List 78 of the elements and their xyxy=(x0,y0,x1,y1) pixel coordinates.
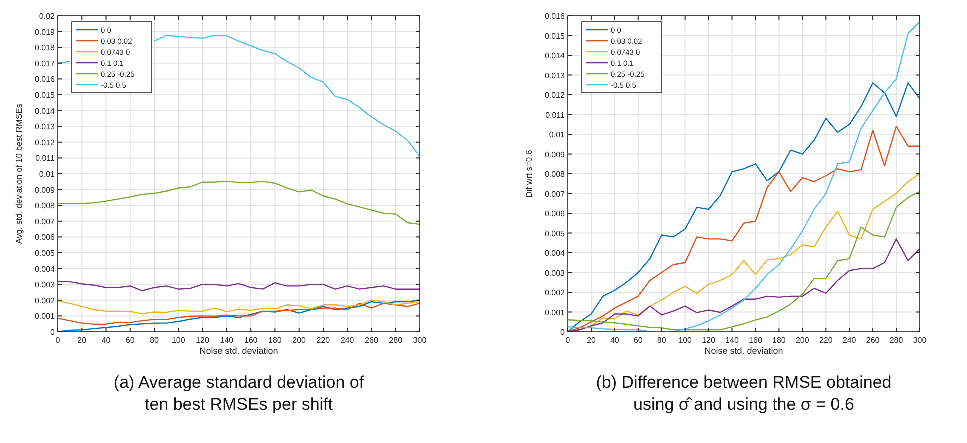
x-tick-label: 180 xyxy=(268,336,282,345)
y-tick-label: 0.014 xyxy=(34,106,56,116)
y-tick-label: 0.015 xyxy=(34,91,56,100)
y-tick-label: 0.003 xyxy=(34,280,56,290)
y-tick-label: 0.003 xyxy=(544,268,566,278)
y-tick-label: 0.005 xyxy=(34,249,56,258)
x-tick-label: 20 xyxy=(78,336,88,345)
y-tick-label: 0.014 xyxy=(544,52,566,60)
x-tick-label: 300 xyxy=(413,336,428,345)
x-tick-label: 200 xyxy=(292,336,307,345)
x-tick-label: 120 xyxy=(702,336,716,345)
y-tick-label: 0.004 xyxy=(544,249,566,258)
x-tick-label: 80 xyxy=(657,336,667,345)
y-tick-label: 0.016 xyxy=(34,75,56,84)
x-tick-label: 260 xyxy=(365,336,379,345)
x-tick-label: 140 xyxy=(726,336,740,345)
x-tick-label: 260 xyxy=(866,336,880,345)
x-tick-label: 180 xyxy=(772,336,786,345)
y-tick-label: 0.02 xyxy=(39,12,56,21)
line-series xyxy=(57,302,421,326)
y-tick-label: 0 xyxy=(50,328,56,337)
x-tick-label: 300 xyxy=(913,336,928,345)
y-tick-label: 0.012 xyxy=(34,138,56,148)
y-tick-label: 0.018 xyxy=(34,44,56,53)
x-tick-label: 100 xyxy=(678,336,693,345)
y-tick-label: 0.006 xyxy=(544,210,566,218)
line-series xyxy=(57,180,421,226)
y-tick-label: 0.016 xyxy=(544,12,566,21)
line-series xyxy=(57,280,421,292)
x-tick-label: 60 xyxy=(634,336,644,345)
x-tick-label: 200 xyxy=(796,336,810,345)
x-tick-label: 140 xyxy=(220,336,234,345)
y-tick-label: 0.008 xyxy=(544,170,566,179)
x-tick-label: 40 xyxy=(102,336,112,345)
y-tick-label: 0.002 xyxy=(34,296,56,306)
x-tick-label: 120 xyxy=(196,336,210,345)
y-tick-label: 0.005 xyxy=(544,229,566,238)
y-tick-label: 0.011 xyxy=(546,110,566,120)
x-axis-title: Noise std. deviation xyxy=(704,346,784,356)
y-tick-label: 0.002 xyxy=(544,288,566,298)
y-tick-label: 0.011 xyxy=(36,154,56,164)
y-tick-label: 0.001 xyxy=(544,308,566,318)
y-tick-label: 0.004 xyxy=(34,264,56,274)
x-tick-label: 40 xyxy=(610,336,620,345)
y-axis-title: Avg. std. deviation of 10 best RMSEs xyxy=(14,104,24,244)
x-tick-label: 60 xyxy=(126,336,136,345)
y-tick-label: 0.012 xyxy=(544,91,566,100)
x-tick-label: 240 xyxy=(340,336,355,345)
text: (a) Average standard deviation of ten best RMSEs per shift xyxy=(114,373,364,414)
y-tick-label: 0.017 xyxy=(34,59,56,68)
x-tick-label: 280 xyxy=(389,336,404,345)
y-tick-label: 0.01 xyxy=(39,170,56,179)
x-tick-label: 160 xyxy=(244,336,258,345)
y-tick-label: 0.009 xyxy=(544,150,566,160)
x-tick-label: 220 xyxy=(316,336,331,345)
y-tick-label: 0.006 xyxy=(34,233,56,242)
y-tick-label: 0.013 xyxy=(34,122,56,132)
y-tick-label: 0.009 xyxy=(34,186,56,195)
x-tick-label: 100 xyxy=(172,336,186,345)
y-axis-title: Dif wrt s=0.6 xyxy=(524,150,534,198)
y-tick-label: 0.007 xyxy=(34,217,56,226)
y-tick-label: 0.008 xyxy=(34,202,56,211)
line-series xyxy=(57,300,421,314)
x-tick-label: 220 xyxy=(819,336,834,345)
x-tick-label: 240 xyxy=(842,336,857,345)
x-tick-label: 280 xyxy=(890,336,904,345)
y-tick-label: 0 xyxy=(560,328,566,337)
x-tick-label: 160 xyxy=(749,336,763,345)
y-tick-label: 0.01 xyxy=(549,130,566,140)
y-tick-label: 0.013 xyxy=(544,71,566,80)
y-tick-label: 0.019 xyxy=(34,28,56,37)
text: (b) Difference between RMSE obtained using σ̂ and using the σ = 0.6 xyxy=(596,373,892,414)
x-tick-label: 20 xyxy=(587,336,596,345)
y-tick-label: 0.001 xyxy=(34,312,56,322)
x-axis-title: Noise std. deviation xyxy=(200,346,278,356)
y-tick-label: 0.007 xyxy=(544,190,566,199)
y-tick-label: 0.015 xyxy=(544,32,566,41)
x-tick-label: 80 xyxy=(150,336,160,345)
